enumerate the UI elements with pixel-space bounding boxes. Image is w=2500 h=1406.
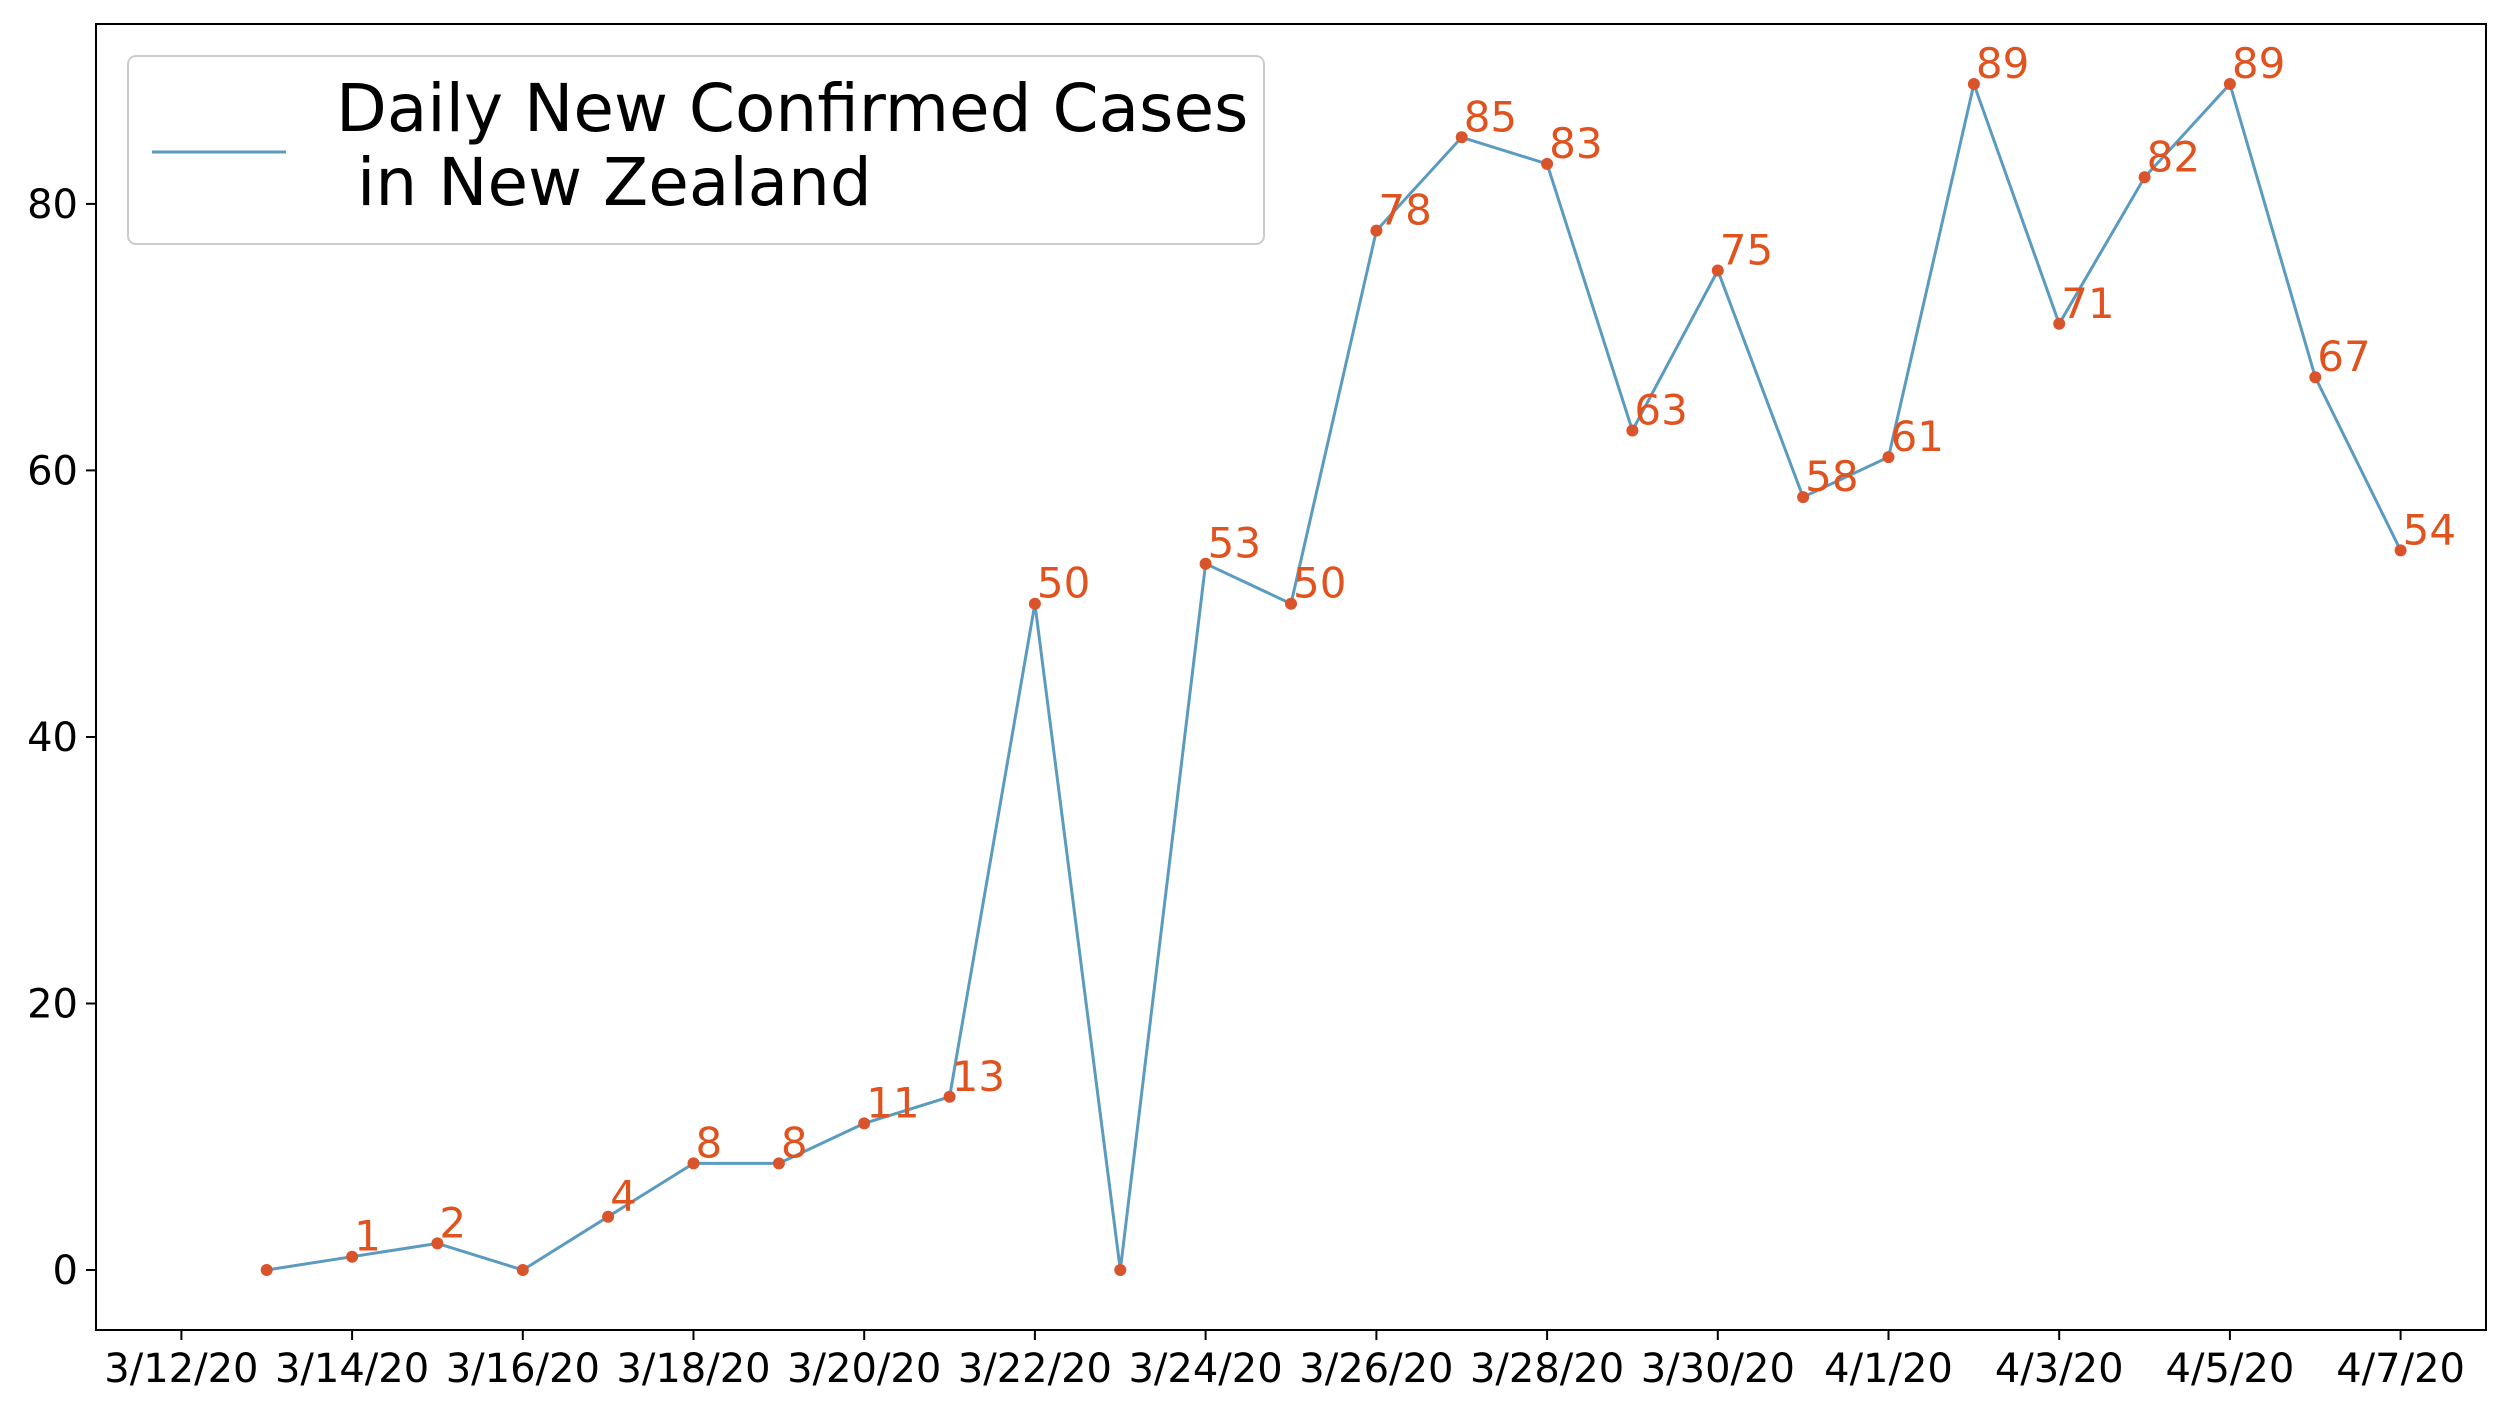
data-point bbox=[1882, 451, 1895, 464]
data-label: 71 bbox=[2061, 279, 2114, 328]
data-point bbox=[2053, 317, 2066, 330]
legend: Daily New Confirmed Cases in New Zealand bbox=[127, 55, 1265, 245]
x-tick-label: 4/1/20 bbox=[1824, 1346, 1953, 1392]
data-point bbox=[1455, 131, 1468, 144]
data-label: 85 bbox=[1464, 92, 1517, 141]
data-label: 78 bbox=[1378, 186, 1431, 235]
data-point bbox=[1626, 424, 1639, 437]
data-label: 4 bbox=[610, 1172, 637, 1221]
x-tick-label: 3/24/20 bbox=[1128, 1346, 1282, 1392]
data-label: 89 bbox=[2232, 39, 2285, 88]
data-point bbox=[1114, 1264, 1127, 1276]
data-label: 83 bbox=[1549, 119, 1602, 168]
data-point bbox=[687, 1157, 700, 1170]
data-point bbox=[1967, 78, 1980, 90]
axes: 3/12/20 3/14/20 3/16/20 3/18/20 3/20/20 3/22/… bbox=[27, 182, 2465, 1392]
data-point bbox=[1199, 557, 1212, 570]
x-tick-label: 3/28/20 bbox=[1470, 1346, 1624, 1392]
data-point bbox=[2394, 544, 2407, 557]
legend-label-line: in New Zealand bbox=[336, 144, 872, 221]
x-tick-label: 4/5/20 bbox=[2166, 1346, 2295, 1392]
x-tick-label: 3/26/20 bbox=[1299, 1346, 1453, 1392]
y-tick-label: 0 bbox=[53, 1248, 78, 1294]
data-point bbox=[346, 1250, 359, 1263]
data-label: 2 bbox=[439, 1198, 466, 1247]
data-point bbox=[1285, 597, 1297, 610]
data-point bbox=[1797, 491, 1810, 504]
x-tick-label: 3/30/20 bbox=[1641, 1346, 1795, 1392]
y-tick-label: 20 bbox=[27, 982, 78, 1028]
data-label: 61 bbox=[1891, 412, 1944, 461]
legend-box bbox=[127, 55, 1265, 245]
data-point bbox=[431, 1237, 444, 1250]
data-label: 67 bbox=[2317, 332, 2370, 381]
data-point bbox=[260, 1264, 273, 1276]
chart-marks: 1 2 4 8 8 11 13 50 53 50 78 85 83 63 75 58 61 89 71 82 89 67 5… bbox=[260, 39, 2456, 1276]
x-tick-label: 4/3/20 bbox=[1995, 1346, 2124, 1392]
x-tick-label: 4/7/20 bbox=[2336, 1346, 2465, 1392]
data-point bbox=[1028, 597, 1041, 610]
data-point bbox=[2309, 371, 2322, 384]
x-tick-label: 3/20/20 bbox=[787, 1346, 941, 1392]
x-tick-label: 3/18/20 bbox=[616, 1346, 770, 1392]
data-label: 1 bbox=[354, 1212, 381, 1261]
data-label: 13 bbox=[952, 1052, 1005, 1101]
data-point bbox=[1711, 264, 1724, 277]
data-point bbox=[516, 1264, 529, 1276]
x-tick-label: 3/14/20 bbox=[275, 1346, 429, 1392]
x-tick-label: 3/22/20 bbox=[958, 1346, 1112, 1392]
legend-label: Daily New Confirmed Cases in New Zealand bbox=[336, 70, 1248, 221]
y-tick-label: 80 bbox=[27, 182, 78, 228]
data-label: 8 bbox=[781, 1118, 808, 1167]
y-tick-label: 40 bbox=[27, 715, 78, 761]
data-point bbox=[858, 1117, 871, 1130]
data-point bbox=[2223, 78, 2236, 90]
series-line bbox=[266, 78, 2402, 1272]
legend-label-line: Daily New Confirmed Cases bbox=[336, 70, 1248, 147]
data-label: 89 bbox=[1976, 39, 2029, 88]
x-tick-label: 3/16/20 bbox=[446, 1346, 600, 1392]
data-label: 53 bbox=[1208, 519, 1261, 568]
data-point bbox=[602, 1210, 615, 1223]
y-tick-label: 60 bbox=[27, 448, 78, 494]
data-point bbox=[772, 1157, 785, 1170]
data-label: 75 bbox=[1720, 226, 1773, 275]
data-label: 50 bbox=[1293, 559, 1346, 608]
x-tick-label: 3/12/20 bbox=[104, 1346, 258, 1392]
data-label: 82 bbox=[2147, 132, 2200, 181]
data-point bbox=[1541, 157, 1554, 170]
data-label: 11 bbox=[866, 1078, 919, 1127]
data-label: 58 bbox=[1805, 452, 1858, 501]
data-label: 50 bbox=[1037, 559, 1090, 608]
data-point bbox=[2138, 171, 2151, 184]
data-label: 63 bbox=[1634, 386, 1687, 435]
data-label: 8 bbox=[696, 1118, 723, 1167]
data-point bbox=[1370, 224, 1383, 237]
plot-frame bbox=[95, 23, 2487, 1331]
data-point bbox=[943, 1090, 956, 1103]
data-label: 54 bbox=[2403, 505, 2456, 554]
